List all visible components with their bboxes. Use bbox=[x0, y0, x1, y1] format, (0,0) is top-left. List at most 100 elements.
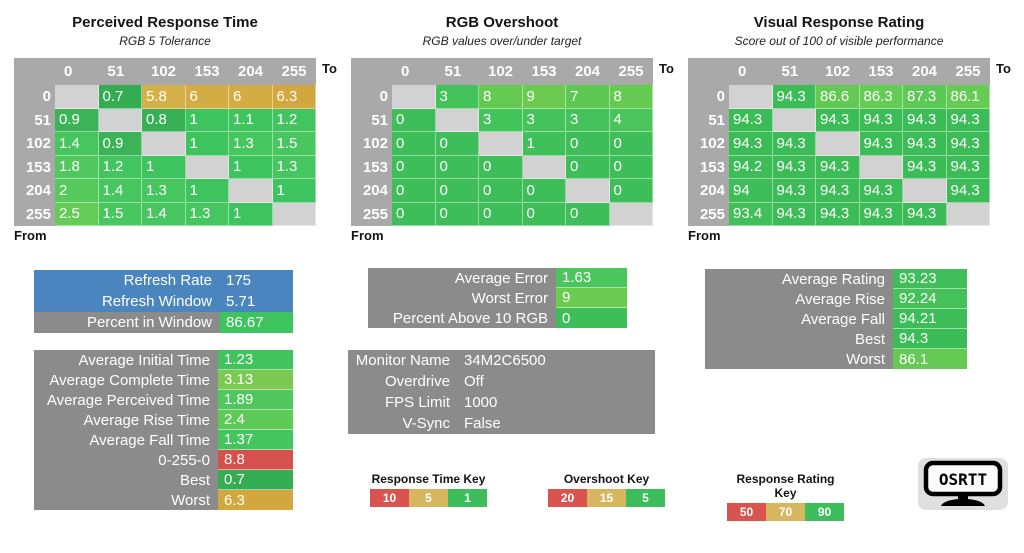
heatmap-cell: 0 bbox=[392, 179, 436, 203]
heatmap-cell: 0 bbox=[435, 155, 479, 179]
stat-value: 0 bbox=[556, 308, 627, 328]
stat-value: 1.89 bbox=[218, 390, 293, 410]
stat-label: Refresh Rate bbox=[34, 270, 220, 291]
stat-label: Refresh Window bbox=[34, 291, 220, 312]
heatmap-cell: 94.3 bbox=[772, 155, 816, 179]
heatmap-cell: 1 bbox=[185, 179, 229, 203]
heatmap-cell: 6 bbox=[185, 85, 229, 109]
stat-row: Average Error 1.63 bbox=[368, 268, 627, 288]
heatmap-cell: 94.3 bbox=[816, 202, 860, 226]
heatmap-row-header: 102 bbox=[14, 132, 55, 156]
stat-value: 1.37 bbox=[218, 430, 293, 450]
stat-label: Average Complete Time bbox=[34, 370, 218, 390]
legend-cell: 5 bbox=[626, 489, 665, 507]
legend-title: Response Rating Key bbox=[736, 472, 835, 500]
stat-label: Average Rise Time bbox=[34, 410, 218, 430]
stat-value: 86.1 bbox=[893, 349, 967, 369]
heatmap-cell: 94.3 bbox=[946, 179, 990, 203]
heatmap-cell: 0 bbox=[392, 155, 436, 179]
heatmap-row-header: 255 bbox=[351, 202, 392, 226]
heatmap-empty-cell bbox=[729, 85, 773, 109]
table-subtitle: RGB values over/under target bbox=[422, 34, 582, 48]
heatmap-row-header: 153 bbox=[688, 155, 729, 179]
heatmap-cell: 94.3 bbox=[859, 108, 903, 132]
heatmap-col-header: 204 bbox=[903, 58, 947, 85]
heatmap-empty-cell bbox=[435, 108, 479, 132]
heatmap-cell: 94.3 bbox=[729, 132, 773, 156]
heatmap-cell: 86.3 bbox=[859, 85, 903, 109]
stat-label: V-Sync bbox=[348, 413, 458, 434]
heatmap-cell: 1 bbox=[229, 155, 273, 179]
heatmap-col-header: 255 bbox=[272, 58, 316, 85]
stat-value: 94.21 bbox=[893, 309, 967, 329]
heatmap-empty-cell bbox=[272, 202, 316, 226]
stat-label: Average Fall Time bbox=[34, 430, 218, 450]
heatmap-cell: 86.1 bbox=[946, 85, 990, 109]
axis-from-label: From bbox=[351, 228, 384, 243]
legend-cell: 5 bbox=[409, 489, 448, 507]
stat-value: Off bbox=[458, 371, 655, 392]
heatmap-cell: 0 bbox=[522, 202, 566, 226]
heatmap-cell: 0.9 bbox=[98, 132, 142, 156]
heatmap-row-header: 255 bbox=[14, 202, 55, 226]
stat-label: Average Fall bbox=[705, 309, 893, 329]
heatmap-corner bbox=[14, 58, 55, 85]
heatmap-cell: 3 bbox=[566, 108, 610, 132]
rating-panel: Visual Response Rating Score out of 100 … bbox=[688, 12, 1024, 243]
stat-label: Worst bbox=[34, 490, 218, 510]
heatmap-cell: 1.4 bbox=[98, 179, 142, 203]
stat-label: 0-255-0 bbox=[34, 450, 218, 470]
heatmap-cell: 6 bbox=[229, 85, 273, 109]
heatmap-cell: 0 bbox=[609, 179, 653, 203]
heatmap-cell: 1.3 bbox=[272, 155, 316, 179]
stat-row: FPS Limit 1000 bbox=[348, 392, 655, 413]
legend-response-rating-key: Response Rating Key 50 70 90 bbox=[727, 472, 844, 521]
osrtt-logo: OSRTT bbox=[918, 458, 1008, 510]
heatmap-col-header: 0 bbox=[392, 58, 436, 85]
stat-row: Worst 6.3 bbox=[34, 490, 293, 510]
heatmap-cell: 1.2 bbox=[272, 108, 316, 132]
heatmap-cell: 8 bbox=[479, 85, 523, 109]
heatmap-row-header: 153 bbox=[14, 155, 55, 179]
legend-title: Response Time Key bbox=[371, 472, 486, 486]
heatmap-cell: 0.8 bbox=[142, 108, 186, 132]
overshoot-stats-block: Average Error 1.63 Worst Error 9 Percent Abo… bbox=[368, 268, 627, 328]
stat-row: Monitor Name 34M2C6500 bbox=[348, 350, 655, 371]
heatmap-col-header: 51 bbox=[435, 58, 479, 85]
heatmap-empty-cell bbox=[903, 179, 947, 203]
stat-label: Average Rating bbox=[705, 269, 893, 289]
axis-to-label: To bbox=[322, 61, 337, 76]
stat-row: Average Perceived Time 1.89 bbox=[34, 390, 293, 410]
heatmap-cell: 94.3 bbox=[772, 202, 816, 226]
heatmap-cell: 94.3 bbox=[946, 132, 990, 156]
table-subtitle: RGB 5 Tolerance bbox=[119, 34, 211, 48]
svg-text:OSRTT: OSRTT bbox=[939, 470, 987, 489]
legend-response-time-key: Response Time Key 10 5 1 bbox=[370, 472, 487, 507]
stat-value: False bbox=[458, 413, 655, 434]
monitor-info-block: Monitor Name 34M2C6500 Overdrive Off FPS Lim… bbox=[348, 350, 655, 434]
heatmap-cell: 94.3 bbox=[859, 132, 903, 156]
heatmap-cell: 1.5 bbox=[98, 202, 142, 226]
heatmap-cell: 94.3 bbox=[772, 85, 816, 109]
heatmap-cell: 1.3 bbox=[142, 179, 186, 203]
legend-cell: 10 bbox=[370, 489, 409, 507]
heatmap-empty-cell bbox=[229, 179, 273, 203]
heatmap-row-header: 255 bbox=[688, 202, 729, 226]
heatmap-cell: 0 bbox=[609, 155, 653, 179]
rating-stats-block: Average Rating 93.23 Average Rise 92.24 Aver… bbox=[705, 269, 967, 369]
heatmap-row-header: 0 bbox=[14, 85, 55, 109]
stat-row: Average Complete Time 3.13 bbox=[34, 370, 293, 390]
heatmap-cell: 94.3 bbox=[903, 202, 947, 226]
stat-row: Average Rise 92.24 bbox=[705, 289, 967, 309]
axis-to-label: To bbox=[996, 61, 1011, 76]
legend-cell: 50 bbox=[727, 503, 766, 521]
heatmap-cell: 0 bbox=[392, 202, 436, 226]
heatmap-cell: 94.3 bbox=[816, 108, 860, 132]
stat-value: 94.3 bbox=[893, 329, 967, 349]
legend-cell: 1 bbox=[448, 489, 487, 507]
stat-row: Worst Error 9 bbox=[368, 288, 627, 308]
stat-value: 175 bbox=[220, 270, 293, 291]
heatmap-col-header: 255 bbox=[609, 58, 653, 85]
stat-label: Monitor Name bbox=[348, 350, 458, 371]
heatmap-cell: 6.3 bbox=[272, 85, 316, 109]
